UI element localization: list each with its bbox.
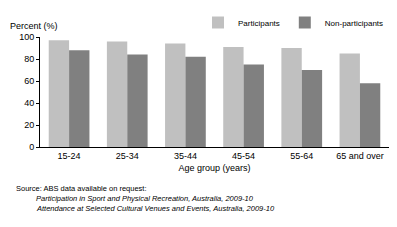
svg-text:35-44: 35-44	[174, 151, 197, 161]
svg-text:Non-participants: Non-participants	[325, 19, 383, 28]
svg-text:40: 40	[24, 98, 34, 108]
svg-text:45-54: 45-54	[232, 151, 255, 161]
svg-text:60: 60	[24, 76, 34, 86]
svg-text:Age group (years): Age group (years)	[178, 163, 250, 173]
svg-text:65 and over: 65 and over	[336, 151, 384, 161]
svg-text:Participants: Participants	[238, 19, 280, 28]
svg-text:Percent (%): Percent (%)	[10, 21, 58, 31]
svg-text:20: 20	[24, 120, 34, 130]
svg-text:Participation in Sport and Phy: Participation in Sport and Physical Recr…	[36, 194, 254, 203]
svg-text:80: 80	[24, 54, 34, 64]
svg-text:15-24: 15-24	[58, 151, 81, 161]
svg-text:25-34: 25-34	[116, 151, 139, 161]
svg-text:55-64: 55-64	[290, 151, 313, 161]
svg-text:100: 100	[19, 32, 34, 42]
svg-text:0: 0	[29, 142, 34, 152]
svg-text:Attendance at Selected Cultura: Attendance at Selected Cultural Venues a…	[36, 204, 275, 213]
svg-text:Source: ABS data available on: Source: ABS data available on request:	[16, 184, 147, 193]
